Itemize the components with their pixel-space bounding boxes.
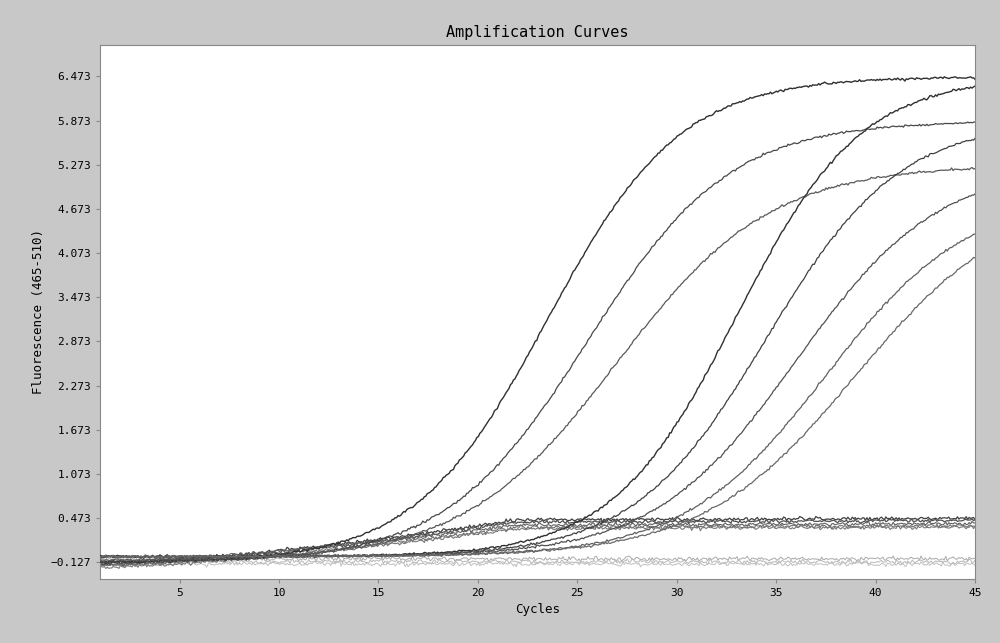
Y-axis label: Fluorescence (465-510): Fluorescence (465-510) bbox=[32, 230, 45, 394]
Title: Amplification Curves: Amplification Curves bbox=[446, 24, 629, 40]
X-axis label: Cycles: Cycles bbox=[515, 603, 560, 616]
